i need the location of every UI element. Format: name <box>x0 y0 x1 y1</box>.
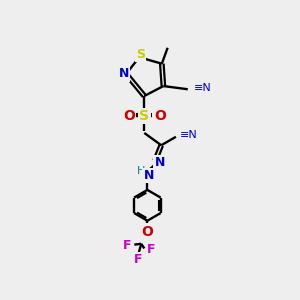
Text: C: C <box>178 130 186 140</box>
Text: ≡N: ≡N <box>179 130 197 140</box>
Text: N: N <box>154 157 165 169</box>
Text: F: F <box>147 244 155 256</box>
Text: F: F <box>123 239 132 252</box>
Text: ≡N: ≡N <box>194 83 212 94</box>
Text: C: C <box>193 83 201 94</box>
Text: O: O <box>141 224 153 239</box>
Text: S: S <box>139 109 149 123</box>
Text: F: F <box>134 254 142 266</box>
Text: O: O <box>123 109 135 123</box>
Text: H: H <box>137 167 146 176</box>
Text: N: N <box>144 169 154 182</box>
Text: O: O <box>154 109 166 123</box>
Text: S: S <box>136 48 145 61</box>
Text: N: N <box>118 68 129 80</box>
